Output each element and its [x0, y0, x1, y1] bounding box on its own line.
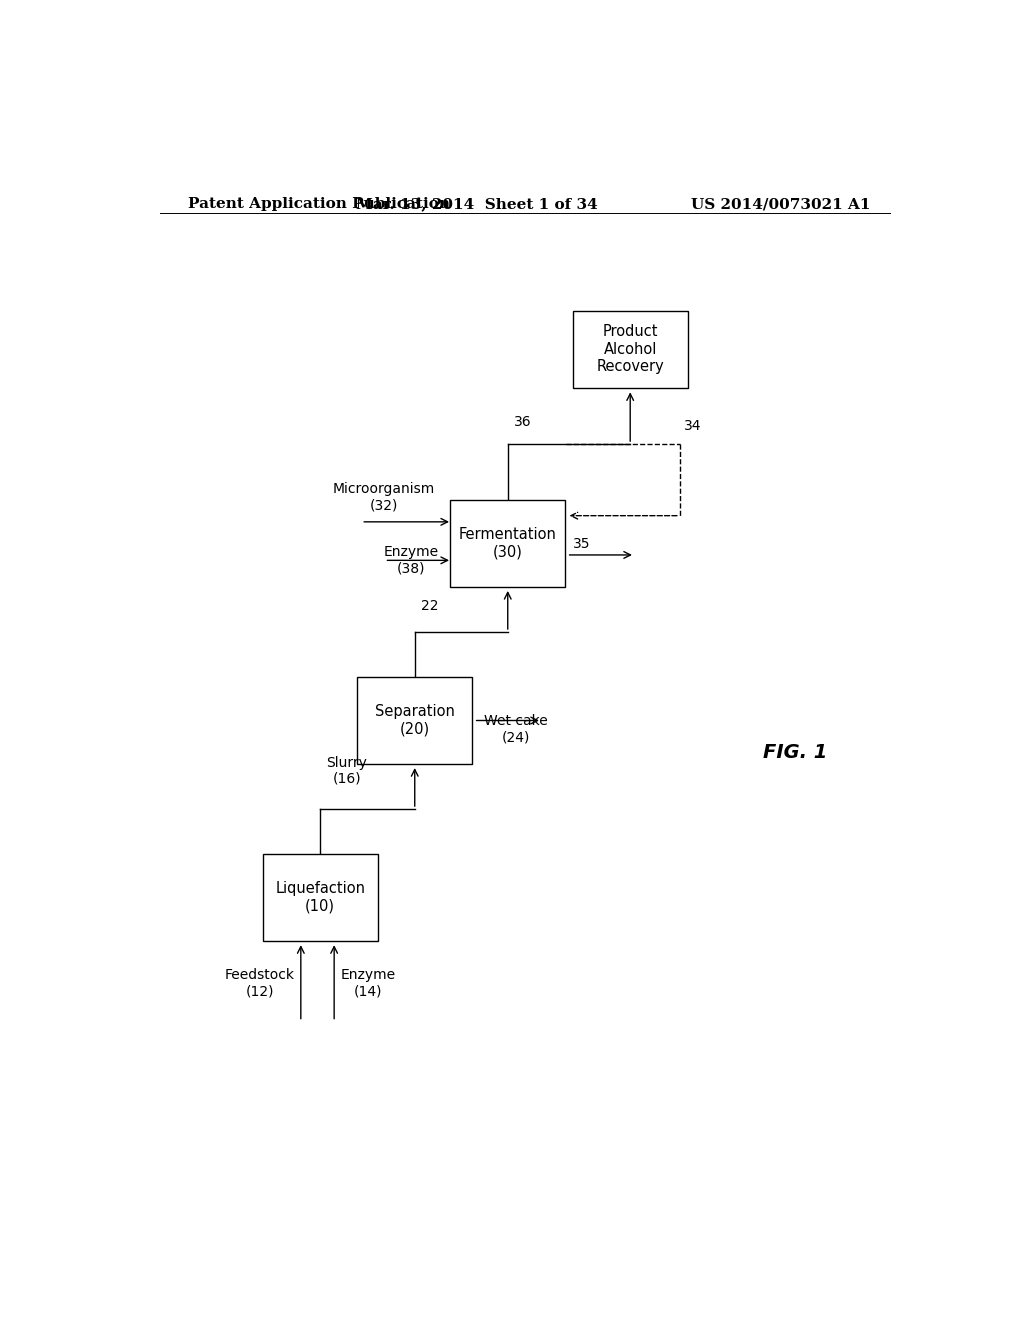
Text: Enzyme
(14): Enzyme (14)	[340, 968, 395, 998]
Text: Product
Alcohol
Recovery: Product Alcohol Recovery	[596, 325, 665, 375]
Text: 34: 34	[684, 418, 701, 433]
Bar	[572, 312, 687, 388]
Text: 35: 35	[572, 537, 591, 552]
Text: Enzyme
(38): Enzyme (38)	[384, 545, 438, 576]
Bar	[357, 677, 472, 763]
Text: Patent Application Publication: Patent Application Publication	[187, 197, 450, 211]
Text: 36: 36	[514, 414, 531, 429]
Text: Feedstock
(12): Feedstock (12)	[224, 968, 295, 998]
Text: 22: 22	[421, 599, 438, 612]
Bar	[263, 854, 378, 941]
Text: Microorganism
(32): Microorganism (32)	[333, 482, 435, 512]
Text: Mar. 13, 2014  Sheet 1 of 34: Mar. 13, 2014 Sheet 1 of 34	[356, 197, 598, 211]
Text: Separation
(20): Separation (20)	[375, 705, 455, 737]
Bar	[451, 500, 565, 586]
Text: US 2014/0073021 A1: US 2014/0073021 A1	[690, 197, 870, 211]
Text: Slurry
(16): Slurry (16)	[327, 756, 368, 785]
Text: FIG. 1: FIG. 1	[763, 743, 827, 763]
Text: Liquefaction
(10): Liquefaction (10)	[275, 882, 366, 913]
Text: Wet cake
(24): Wet cake (24)	[483, 714, 548, 744]
Text: Fermentation
(30): Fermentation (30)	[459, 527, 557, 560]
